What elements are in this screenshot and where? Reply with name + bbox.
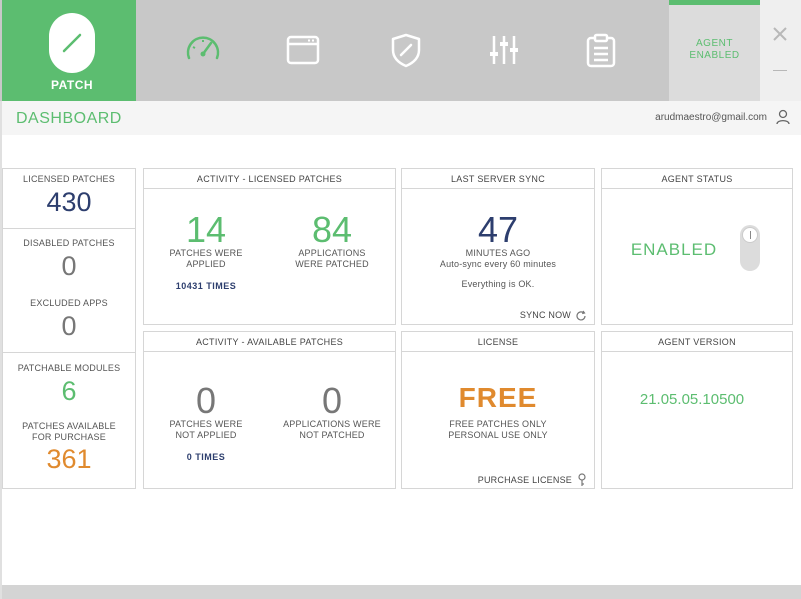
agent-status-tab[interactable]: AGENT ENABLED — [669, 0, 760, 101]
key-icon[interactable] — [577, 473, 587, 487]
dashboard-content: LICENSED PATCHES 430 DISABLED PATCHES 0 … — [2, 135, 801, 585]
not-patched-value: 0 — [321, 380, 343, 421]
refresh-icon[interactable] — [575, 309, 587, 321]
not-applied-value: 0 — [195, 380, 217, 421]
agent-tab-label: AGENT ENABLED — [669, 38, 760, 62]
close-icon[interactable] — [772, 26, 788, 42]
patches-available-label-1: PATCHES AVAILABLE — [22, 421, 116, 431]
sync-minutes-value: 47 — [477, 209, 519, 250]
licensed-patches-stat: LICENSED PATCHES 430 — [3, 174, 135, 217]
patches-available-stat: PATCHES AVAILABLE FOR PURCHASE 361 — [3, 421, 135, 474]
agent-toggle[interactable] — [740, 225, 760, 271]
sync-status: Everything is OK. — [461, 279, 535, 289]
agent-status-card: AGENT STATUS ENABLED — [601, 168, 793, 325]
license-card: LICENSE FREE FREE PATCHES ONLY PERSONAL … — [401, 331, 595, 489]
not-applied-line2: NOT APPLIED — [175, 430, 237, 440]
activity-available-card: ACTIVITY - AVAILABLE PATCHES 0 PATCHES W… — [143, 331, 396, 489]
card-title: ACTIVITY - AVAILABLE PATCHES — [144, 332, 395, 352]
sync-unit-label: MINUTES AGO — [465, 248, 531, 258]
nav-window-icon[interactable] — [283, 30, 323, 70]
toggle-knob — [742, 227, 758, 243]
purchase-license-button[interactable]: PURCHASE LICENSE — [477, 475, 572, 485]
apps-patched-line2: WERE PATCHED — [295, 259, 369, 269]
patchable-modules-stat: PATCHABLE MODULES 6 — [3, 363, 135, 406]
nav-sliders-icon[interactable] — [484, 30, 524, 70]
patches-applied-value: 14 — [185, 209, 227, 250]
disabled-patches-stat: DISABLED PATCHES 0 — [3, 238, 135, 281]
card-title: ACTIVITY - LICENSED PATCHES — [144, 169, 395, 189]
card-title: LAST SERVER SYNC — [402, 169, 594, 189]
not-applied-label: PATCHES WERE NOT APPLIED — [144, 419, 268, 441]
auto-sync-label: Auto-sync every 60 minutes — [439, 259, 557, 269]
licensed-times: 10431 TIMES — [175, 281, 237, 291]
card-title: LICENSE — [402, 332, 594, 352]
sync-now-button[interactable]: SYNC NOW — [519, 310, 571, 320]
patches-available-label-2: FOR PURCHASE — [32, 432, 106, 442]
licensed-patches-label: LICENSED PATCHES — [23, 174, 115, 184]
available-times: 0 TIMES — [186, 452, 226, 462]
activity-licensed-card: ACTIVITY - LICENSED PATCHES 14 PATCHES W… — [143, 168, 396, 325]
not-patched-line2: NOT PATCHED — [299, 430, 365, 440]
not-patched-line1: APPLICATIONS WERE — [283, 419, 381, 429]
stats-panel: LICENSED PATCHES 430 DISABLED PATCHES 0 … — [2, 168, 136, 489]
not-patched-label: APPLICATIONS WERE NOT PATCHED — [268, 419, 396, 441]
nav-clipboard-icon[interactable] — [581, 30, 621, 70]
excluded-apps-label: EXCLUDED APPS — [30, 298, 108, 308]
licensed-patches-value: 430 — [46, 187, 92, 217]
card-title: AGENT VERSION — [602, 332, 792, 352]
dashboard-subheader: DASHBOARD arudmaestro@gmail.com — [2, 101, 801, 135]
disabled-patches-label: DISABLED PATCHES — [23, 238, 115, 248]
window-left-edge — [0, 101, 2, 599]
agent-tab-line1: AGENT — [696, 38, 733, 49]
patchable-modules-label: PATCHABLE MODULES — [17, 363, 121, 373]
logo-text: PATCH — [50, 78, 94, 92]
patches-available-value: 361 — [46, 444, 92, 474]
nav-shield-icon[interactable] — [386, 30, 426, 70]
app-logo[interactable]: PATCH — [2, 0, 136, 101]
window-controls — [760, 0, 801, 101]
user-email[interactable]: arudmaestro@gmail.com — [655, 112, 767, 123]
not-applied-line1: PATCHES WERE — [169, 419, 243, 429]
agent-version-value: 21.05.05.10500 — [639, 391, 745, 408]
license-line1: FREE PATCHES ONLY — [449, 419, 547, 429]
agent-tab-line2: ENABLED — [689, 50, 740, 61]
user-icon[interactable] — [775, 109, 791, 125]
excluded-apps-stat: EXCLUDED APPS 0 — [3, 298, 135, 341]
patches-applied-line1: PATCHES WERE — [169, 248, 243, 258]
minimize-icon[interactable] — [773, 70, 787, 71]
page-title: DASHBOARD — [16, 110, 122, 127]
apps-patched-value: 84 — [311, 209, 353, 250]
agent-status-value: ENABLED — [630, 240, 718, 259]
card-title: AGENT STATUS — [602, 169, 792, 189]
apps-patched-label: APPLICATIONS WERE PATCHED — [268, 248, 396, 270]
patchable-modules-value: 6 — [61, 376, 77, 406]
apps-patched-line1: APPLICATIONS — [298, 248, 366, 258]
patches-applied-line2: APPLIED — [186, 259, 226, 269]
last-sync-card: LAST SERVER SYNC 47 MINUTES AGO Auto-syn… — [401, 168, 595, 325]
agent-version-card: AGENT VERSION 21.05.05.10500 — [601, 331, 793, 489]
divider — [3, 228, 135, 229]
license-value: FREE — [458, 382, 538, 413]
top-bar: PATCH — [0, 0, 801, 101]
license-line2: PERSONAL USE ONLY — [448, 430, 548, 440]
patch-logo-icon — [49, 13, 95, 73]
bottom-bar — [2, 585, 801, 599]
nav-dashboard-speedometer-icon[interactable] — [183, 30, 223, 70]
disabled-patches-value: 0 — [61, 251, 77, 281]
patches-applied-label: PATCHES WERE APPLIED — [144, 248, 268, 270]
divider — [3, 352, 135, 353]
excluded-apps-value: 0 — [61, 311, 77, 341]
